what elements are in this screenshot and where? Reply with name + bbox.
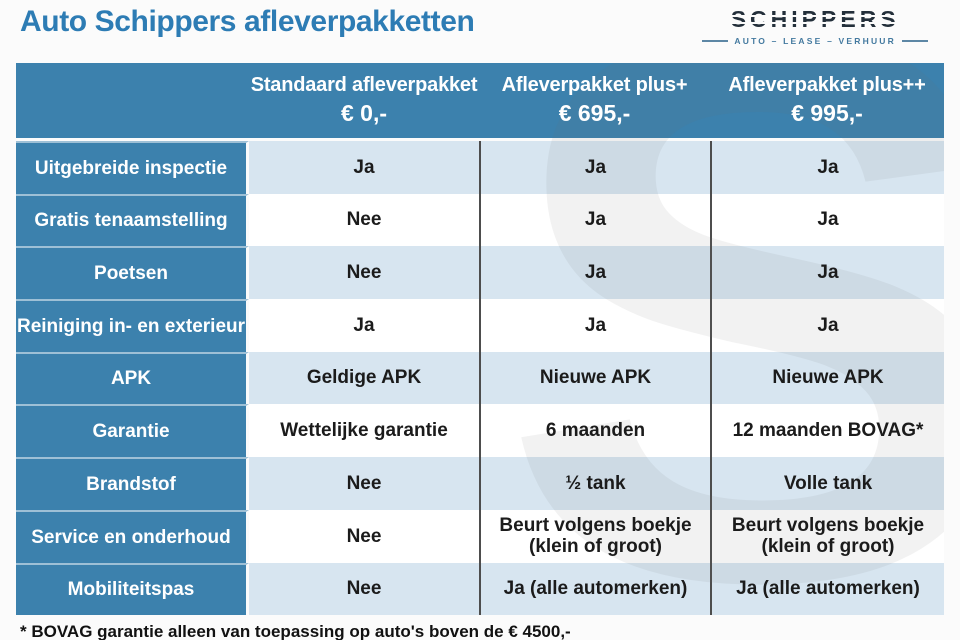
feature-label: Garantie [16,404,249,458]
feature-value: 6 maanden [479,404,710,458]
header-cell-features [16,63,249,138]
feature-value: Ja [479,193,710,247]
feature-row: Gratis tenaamstelling Nee Ja Ja [16,193,944,247]
feature-value: Ja [479,246,710,300]
feature-value: Volle tank [710,457,944,510]
feature-value: Geldige APK [249,351,479,405]
feature-label: Gratis tenaamstelling [16,193,249,247]
logo-slat-line [728,15,902,17]
feature-value: Wettelijke garantie [249,404,479,458]
feature-value: Ja [710,246,944,300]
feature-value: Nee [249,246,479,300]
feature-row: Mobiliteitspas Nee Ja (alle automerken) … [16,562,944,616]
feature-value: Ja [249,141,479,194]
feature-label: Mobiliteitspas [16,562,249,616]
page-title: Auto Schippers afleverpakketten [20,5,475,38]
feature-label: APK [16,351,249,405]
feature-value: Nieuwe APK [479,351,710,405]
logo-wordmark: SCHIPPERS [728,6,902,32]
feature-value: Nee [249,457,479,510]
feature-value: Ja [479,141,710,194]
feature-label: Uitgebreide inspectie [16,141,249,194]
tagline-rule-right [902,40,928,42]
feature-value: Nee [249,509,479,563]
tagline-rule-left [702,40,729,42]
feature-label: Service en onderhoud [16,509,249,563]
feature-row: Uitgebreide inspectie Ja Ja Ja [16,141,944,194]
feature-row: APK Geldige APK Nieuwe APK Nieuwe APK [16,351,944,405]
feature-row: Garantie Wettelijke garantie 6 maanden 1… [16,404,944,458]
feature-value: Ja (alle automerken) [710,562,944,616]
header-cell-plusplus: Afleverpakket plus++ € 995,- [728,74,926,126]
feature-value: Beurt volgens boekje (klein of groot) [710,509,944,563]
feature-value: Nee [249,193,479,247]
feature-value: ½ tank [479,457,710,510]
feature-row: Poetsen Nee Ja Ja [16,246,944,300]
feature-label: Poetsen [16,246,249,300]
feature-row: Brandstof Nee ½ tank Volle tank [16,457,944,510]
feature-value: 12 maanden BOVAG* [710,404,944,458]
logo-slat-line [728,22,902,24]
feature-value: Ja (alle automerken) [479,562,710,616]
brand-logo: SCHIPPERS AUTO – LEASE – VERHUUR [702,8,928,46]
feature-label: Brandstof [16,457,249,510]
feature-value: Ja [710,193,944,247]
feature-value: Ja [249,299,479,352]
feature-row: Service en onderhoud Nee Beurt volgens b… [16,509,944,563]
feature-value: Ja [479,299,710,352]
table-header-row: Standaard afleverpakket € 0,- Afleverpak… [16,63,944,141]
feature-value: Ja [710,141,944,194]
header-cell-plus: Afleverpakket plus+ € 695,- [501,74,688,126]
logo-tagline: AUTO – LEASE – VERHUUR [702,36,928,46]
feature-value: Nee [249,562,479,616]
packages-table: Standaard afleverpakket € 0,- Afleverpak… [16,63,944,616]
header-cell-standaard: Standaard afleverpakket € 0,- [250,74,478,126]
feature-value: Beurt volgens boekje (klein of groot) [479,509,710,563]
feature-value: Nieuwe APK [710,351,944,405]
footnote: * BOVAG garantie alleen van toepassing o… [20,622,571,640]
feature-row: Reiniging in- en exterieur Ja Ja Ja [16,299,944,352]
feature-value: Ja [710,299,944,352]
feature-label: Reiniging in- en exterieur [16,299,249,352]
